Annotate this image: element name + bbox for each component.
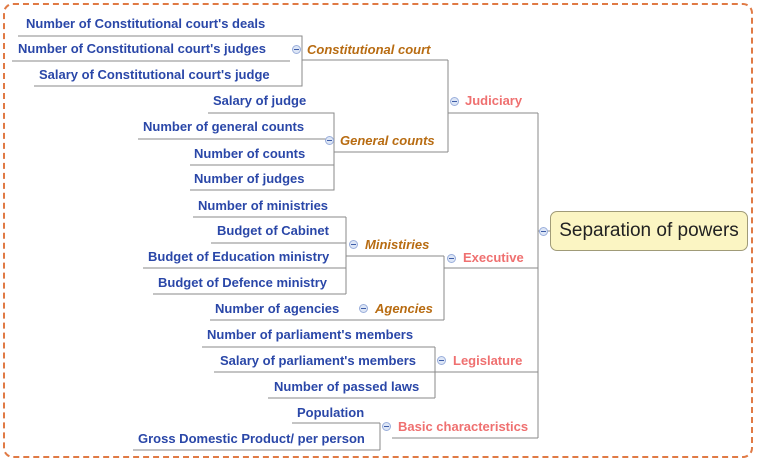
agencies-collapse-icon[interactable]	[359, 304, 368, 313]
leaf-budget-defence[interactable]: Budget of Defence ministry	[158, 275, 328, 290]
cc-leaf-lines	[12, 35, 290, 87]
root-collapse-icon[interactable]	[539, 227, 548, 236]
root-topic[interactable]: Separation of powers	[550, 211, 748, 251]
leaf-number-judges[interactable]: Number of judges	[194, 171, 305, 186]
leaf-number-counts[interactable]: Number of counts	[194, 146, 306, 161]
leaf-salary-judge[interactable]: Salary of judge	[213, 93, 307, 108]
basic-characteristics-topic[interactable]: Basic characteristics	[398, 419, 529, 434]
leaf-general-counts[interactable]: Number of general counts	[143, 119, 305, 134]
general-counts-bracket	[322, 112, 335, 191]
legislature-topic[interactable]: Legislature	[453, 353, 523, 368]
constitutional-court-collapse-icon[interactable]	[292, 45, 301, 54]
ministries-topic[interactable]: Ministiries	[365, 237, 430, 252]
leaf-parliament-members[interactable]: Number of parliament's members	[207, 327, 414, 342]
leaf-gdp[interactable]: Gross Domestic Product/ per person	[138, 431, 365, 446]
leaf-population[interactable]: Population	[297, 405, 365, 420]
gc-leaf-lines	[138, 112, 322, 191]
constitutional-court-bracket	[290, 35, 303, 87]
basic-leaf-lines	[133, 422, 380, 451]
executive-topic[interactable]: Executive	[463, 250, 524, 265]
agencies-topic[interactable]: Agencies	[375, 301, 433, 316]
root-connector	[528, 112, 550, 439]
judiciary-topic[interactable]: Judiciary	[465, 93, 523, 108]
leaf-budget-education[interactable]: Budget of Education ministry	[148, 249, 330, 264]
leaf-cc-salary[interactable]: Salary of Constitutional court's judge	[39, 67, 270, 82]
legislature-collapse-icon[interactable]	[437, 356, 446, 365]
map-border	[3, 3, 753, 458]
leaf-cc-deals[interactable]: Number of Constitutional court's deals	[26, 16, 266, 31]
constitutional-court-topic[interactable]: Constitutional court	[307, 42, 431, 57]
general-counts-collapse-icon[interactable]	[325, 136, 334, 145]
leaf-number-ministries[interactable]: Number of ministries	[198, 198, 329, 213]
basic-collapse-icon[interactable]	[382, 422, 391, 431]
min-leaf-lines	[143, 216, 346, 295]
judiciary-collapse-icon[interactable]	[450, 97, 459, 106]
executive-collapse-icon[interactable]	[447, 254, 456, 263]
leaf-number-agencies[interactable]: Number of agencies	[215, 301, 340, 316]
leg-leaf-lines	[202, 346, 447, 399]
leaf-cc-judges[interactable]: Number of Constitutional court's judges	[18, 41, 266, 56]
general-counts-topic[interactable]: General counts	[340, 133, 435, 148]
ministries-collapse-icon[interactable]	[349, 240, 358, 249]
leaf-budget-cabinet[interactable]: Budget of Cabinet	[217, 223, 329, 238]
leaf-passed-laws[interactable]: Number of passed laws	[274, 379, 420, 394]
leaf-parliament-salary[interactable]: Salary of parliament's members	[220, 353, 417, 368]
